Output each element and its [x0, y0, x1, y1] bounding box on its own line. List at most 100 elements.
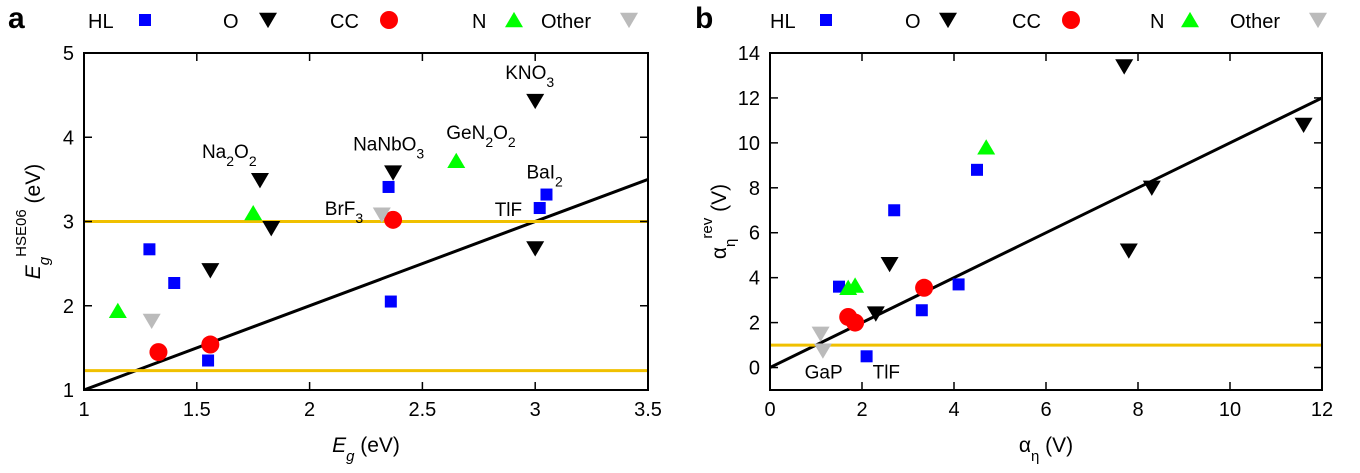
annotation-label: KNO3	[505, 63, 554, 90]
data-point-hl	[915, 304, 928, 317]
plot-frame	[769, 52, 1323, 391]
x-tick-label: 2.5	[408, 399, 436, 421]
x-tick-label: 6	[1040, 399, 1051, 421]
data-point-n	[977, 139, 996, 155]
data-point-cc	[149, 343, 168, 362]
data-point-hl	[384, 295, 397, 308]
data-point-o	[526, 93, 545, 110]
data-point-n	[108, 302, 127, 319]
legend-label: HL	[88, 11, 114, 33]
legend-a: HL O CC N Other	[88, 11, 638, 33]
x-tick-label: 3.5	[634, 399, 662, 421]
x-tick-label: 1.5	[183, 399, 211, 421]
legend-marker-cc	[380, 11, 398, 29]
legend-label: HL	[770, 11, 796, 33]
legend-label: O	[223, 11, 239, 33]
data-point-cc	[201, 335, 220, 354]
legend-marker-n	[1181, 11, 1199, 28]
data-point-cc	[384, 210, 403, 229]
annotation-label: TlF	[873, 362, 900, 383]
data-point-o	[1115, 59, 1134, 75]
data-point-o	[262, 221, 281, 237]
data-point-cc	[846, 313, 865, 332]
y-tick-label: 14	[738, 43, 760, 65]
y-axis-label: EgHSE06 (eV)	[13, 164, 53, 279]
y-tick-label: 5	[63, 43, 74, 65]
legend-label: CC	[1012, 11, 1041, 33]
annotation-label: GeN2O2	[446, 123, 516, 150]
data-point-other	[813, 343, 832, 359]
data-point-hl	[833, 280, 845, 293]
data-point-hl	[382, 180, 395, 193]
y-tick-label: 2	[63, 296, 74, 318]
data-point-o	[1294, 117, 1313, 133]
data-point-o	[880, 256, 899, 273]
fit-line	[84, 177, 648, 390]
data-point-hl	[971, 163, 983, 176]
legend-marker-hl	[139, 14, 151, 26]
data-point-o	[526, 241, 545, 257]
data-point-hl	[888, 204, 901, 217]
legend-label: CC	[330, 11, 359, 33]
data-point-n	[244, 204, 263, 221]
annotation-label: BrF3	[325, 199, 364, 226]
data-point-other	[142, 313, 161, 330]
panel-label-b: b	[695, 2, 713, 35]
data-point-o	[1119, 243, 1138, 259]
data-point-o	[384, 165, 403, 181]
legend-marker-n	[505, 11, 523, 28]
y-tick-label: 8	[749, 178, 760, 200]
annotation-label: NaNbO3	[353, 135, 424, 162]
data-point-o	[201, 263, 220, 279]
data-point-cc	[915, 278, 934, 297]
x-axis-label: αη (V)	[1019, 434, 1073, 465]
x-tick-label: 2	[856, 399, 867, 421]
x-tick-label: 4	[948, 399, 959, 421]
y-tick-label: 12	[738, 88, 760, 110]
x-tick-label: 0	[764, 399, 775, 421]
y-tick-label: 0	[749, 358, 760, 380]
legend-label: O	[905, 11, 921, 33]
annotation-label: BaI2	[526, 163, 563, 190]
annotation-label: Na2O2	[202, 142, 257, 169]
legend-label: N	[1150, 11, 1164, 33]
data-point-hl	[952, 278, 965, 291]
annotation-label: TlF	[495, 200, 522, 221]
annotation-label: GaP	[805, 363, 843, 384]
data-point-o	[866, 306, 885, 322]
legend-marker-cc	[1062, 11, 1080, 29]
data-point-hl	[202, 354, 215, 367]
legend-b: HL O CC N Other	[770, 11, 1327, 33]
legend-label: Other	[541, 11, 591, 33]
data-point-hl	[860, 350, 873, 363]
y-tick-label: 2	[749, 313, 760, 335]
chart-panel-b: b 0 2 4 6 8 10 12 0 2 4 6 8 10 12 14 αη (V) αηrev (V) GaP T…	[695, 2, 1333, 465]
data-point-other	[372, 207, 391, 223]
y-tick-label: 4	[749, 268, 760, 290]
x-axis-label: Eg (eV)	[332, 434, 400, 465]
data-point-o	[250, 173, 269, 189]
y-tick-label: 1	[63, 380, 74, 402]
legend-marker-other	[620, 12, 638, 29]
x-tick-label: 2	[304, 399, 315, 421]
y-tick-label: 4	[63, 127, 74, 149]
panel-label-a: a	[8, 2, 25, 35]
legend-marker-o	[259, 12, 277, 29]
data-point-hl	[143, 243, 156, 256]
legend-label: Other	[1230, 11, 1280, 33]
y-tick-label: 6	[749, 223, 760, 245]
data-point-n	[447, 152, 466, 169]
x-tick-label: 10	[1219, 399, 1241, 421]
x-tick-label: 3	[530, 399, 541, 421]
data-point-hl	[540, 188, 553, 201]
data-point-other	[811, 326, 830, 342]
y-axis-label: αηrev (V)	[699, 184, 739, 259]
data-point-hl	[533, 202, 546, 215]
y-tick-label: 3	[63, 212, 74, 234]
x-tick-label: 8	[1132, 399, 1143, 421]
legend-marker-other	[1309, 12, 1327, 29]
legend-marker-o	[939, 12, 957, 29]
chart-panel-a: a 1 1.5 2 2.5 3 3.5 1 2 3 4 5 Eg (eV) EgHSE06 (eV) KNO…	[8, 2, 662, 465]
data-point-hl	[168, 277, 181, 290]
